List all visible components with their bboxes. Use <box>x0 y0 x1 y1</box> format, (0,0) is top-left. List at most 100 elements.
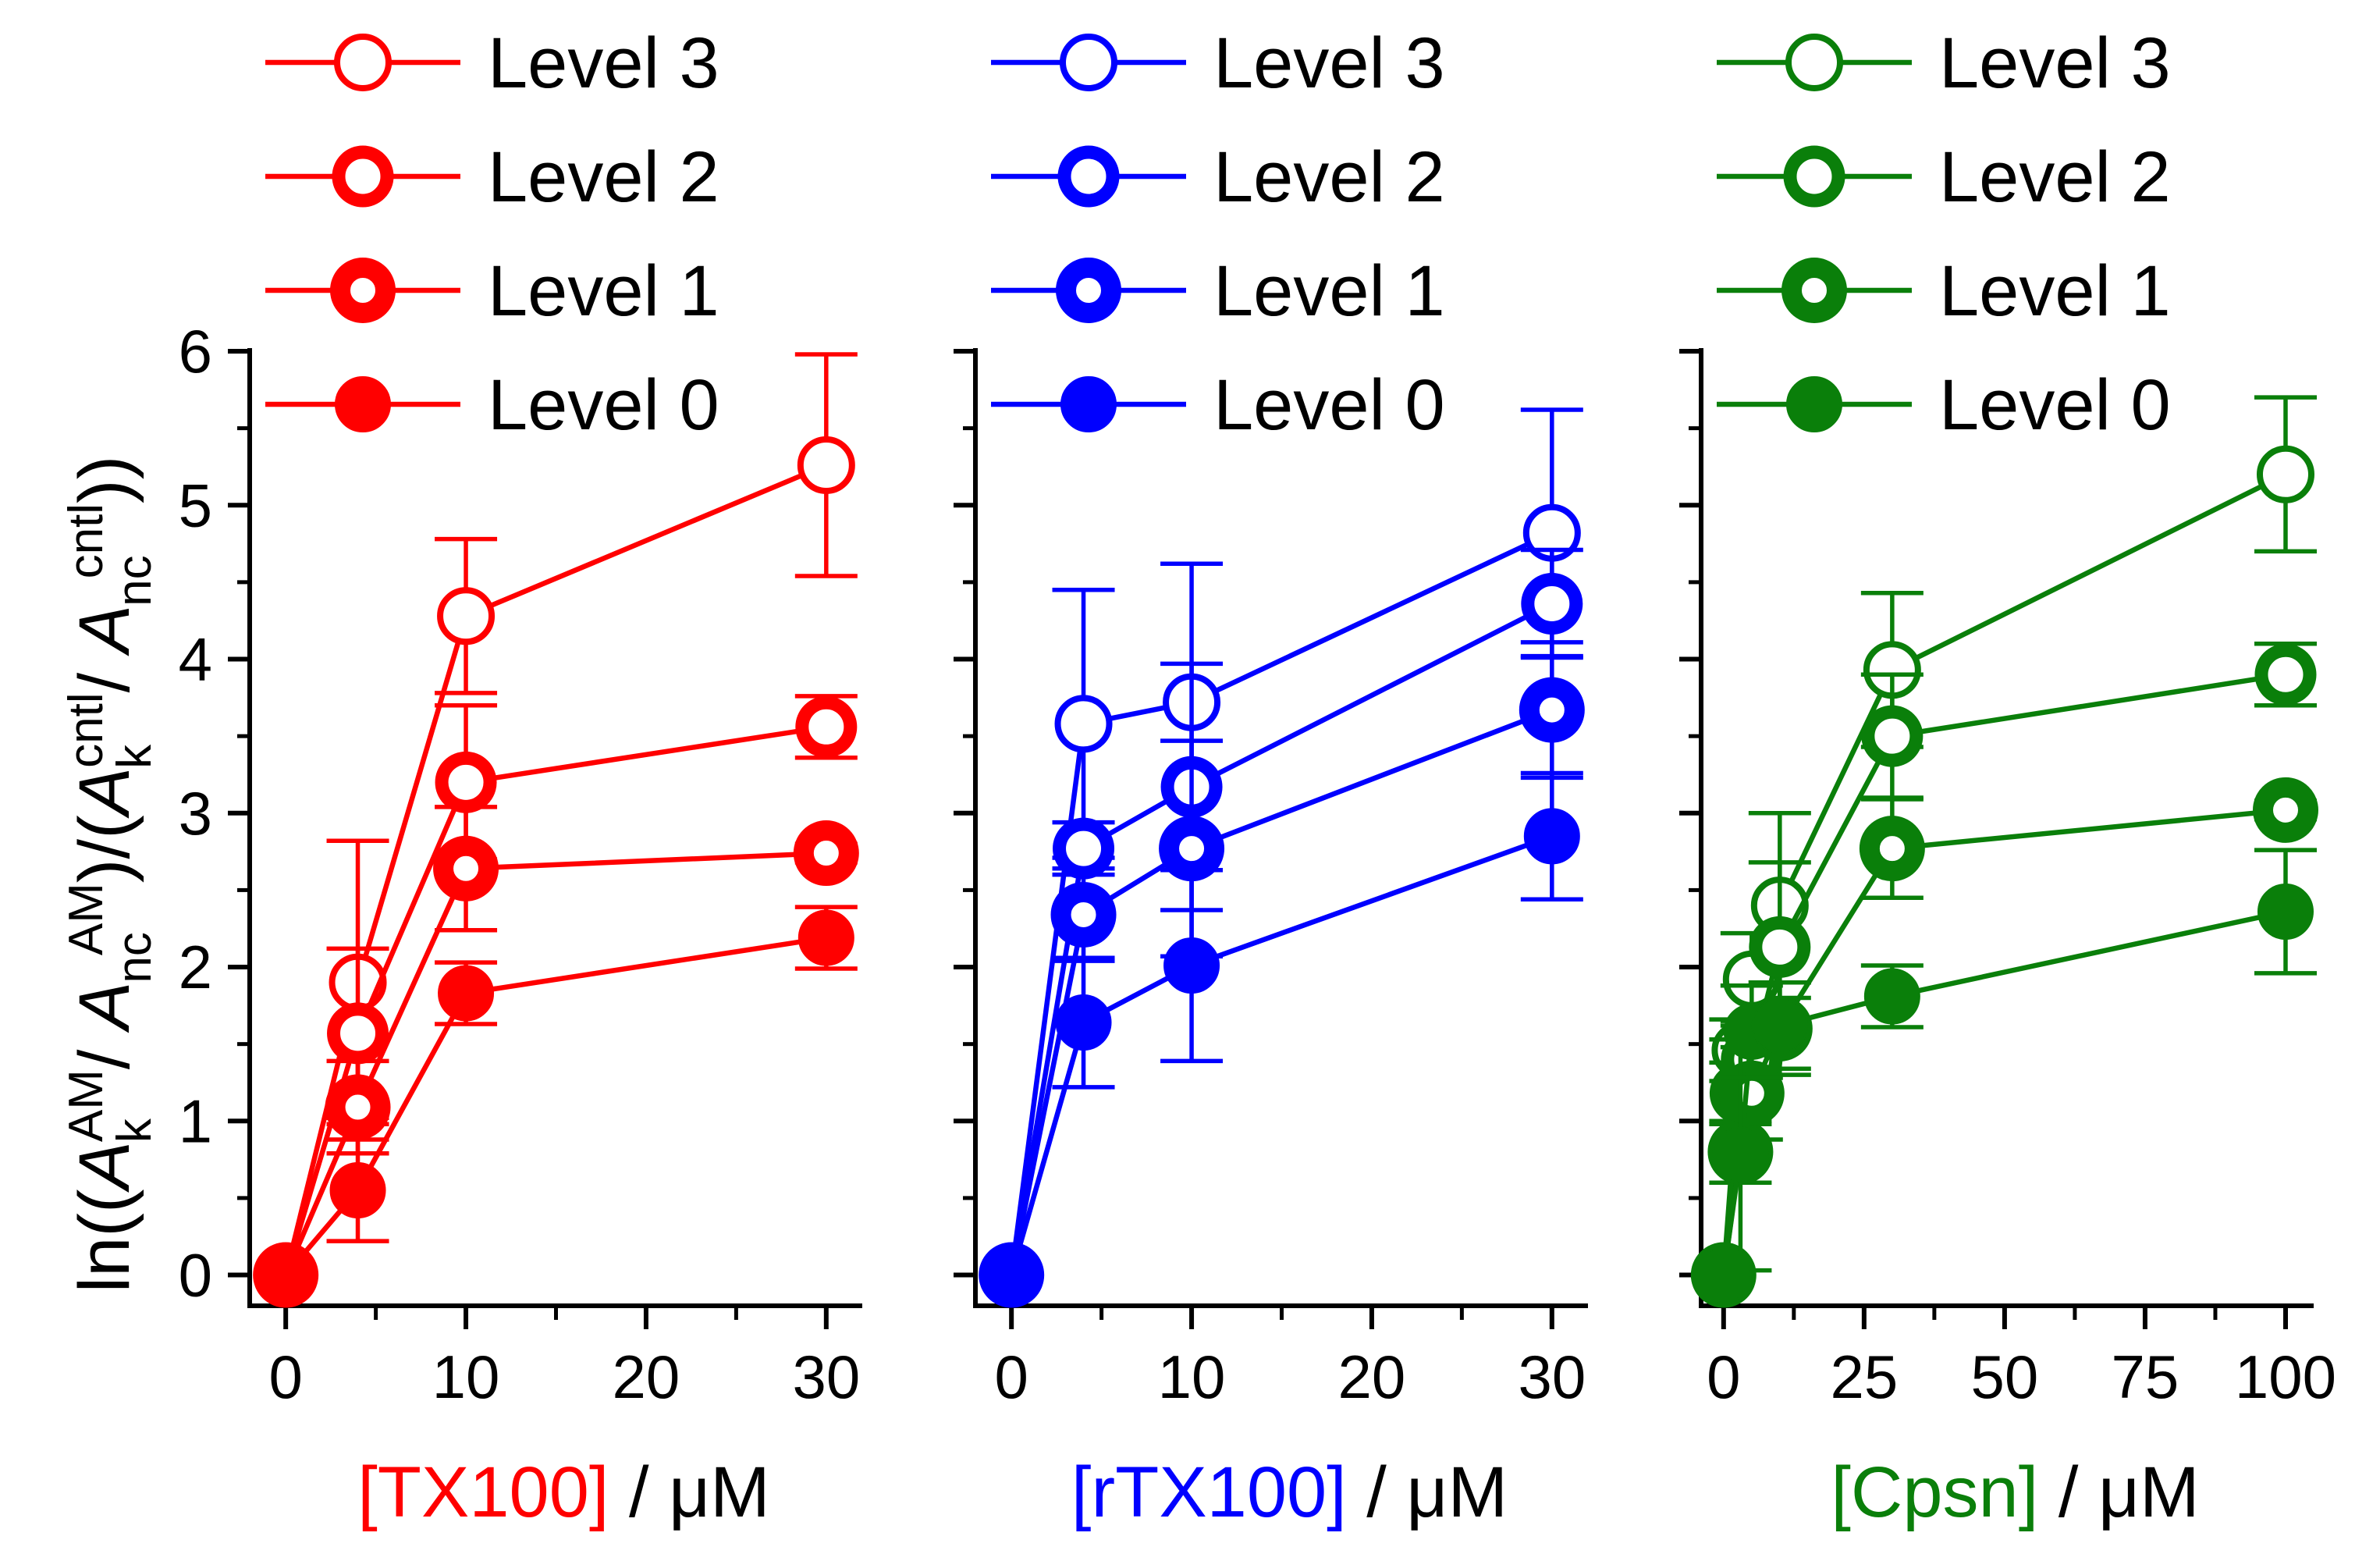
marker-level-0-2 <box>1163 937 1220 994</box>
marker-level-0-3 <box>1523 808 1580 865</box>
series-line <box>1008 530 1554 1275</box>
y-tick-label: 1 <box>179 1086 212 1155</box>
marker-level-3-3 <box>797 436 855 494</box>
series-line <box>283 724 827 1276</box>
marker-level-0-3 <box>1751 997 1808 1054</box>
legend-item-level-0: Level 0 <box>265 365 719 445</box>
y-axis-label-part: )/( <box>65 815 144 883</box>
marker-level-1-legend <box>1781 258 1847 323</box>
legend-item-level-3: Level 3 <box>265 23 719 103</box>
legend-item-level-2: Level 2 <box>1717 137 2171 217</box>
y-axis-label-part: cntl <box>59 692 113 767</box>
x-tick-label: 100 <box>2235 1342 2336 1411</box>
x-axis-label-variable: [rTX100] <box>1071 1453 1347 1532</box>
marker-level-1-3 <box>1519 677 1585 743</box>
marker-level-0-1 <box>1712 1126 1769 1183</box>
marker-level-2-4 <box>1861 705 1924 767</box>
chart-panels: 0 1 2 3 4 5 6 0 10 20 30 [TX100] / μM Level 3 Level 2… <box>179 23 2336 1532</box>
legend-label: Level 2 <box>488 137 719 217</box>
marker-level-0-3 <box>797 909 854 966</box>
marker-level-1-1 <box>1050 881 1117 948</box>
x-axis-label-unit: / μM <box>2038 1453 2199 1532</box>
x-tick-label: 10 <box>1158 1342 1226 1411</box>
marker-level-0-0 <box>1695 1246 1752 1303</box>
marker-level-1-3 <box>793 820 859 887</box>
series-level-0 <box>258 905 858 1303</box>
legend-item-level-3: Level 3 <box>991 23 1445 103</box>
y-axis-label-part: )) <box>65 456 144 503</box>
x-axis-label-variable: [TX100] <box>357 1453 609 1532</box>
y-axis-label-part: A <box>65 767 144 819</box>
series-group <box>1690 395 2318 1308</box>
legend-label: Level 0 <box>488 365 719 445</box>
y-axis-label-part: A <box>65 1141 144 1193</box>
x-tick-label: 0 <box>994 1342 1028 1411</box>
marker-level-0-1 <box>329 1162 386 1219</box>
legend-label: Level 2 <box>1213 137 1445 217</box>
chart-panel-1: 0 1 2 3 4 5 6 0 10 20 30 [TX100] / μM Level 3 Level 2… <box>179 23 862 1532</box>
y-tick-label: 2 <box>179 933 212 1001</box>
marker-level-0-0 <box>258 1246 314 1303</box>
marker-level-1-5 <box>2252 777 2318 843</box>
y-tick-label: 6 <box>179 317 212 386</box>
series-group <box>979 407 1585 1308</box>
y-axis-label-part: k <box>108 744 162 769</box>
legend-item-level-1: Level 1 <box>265 251 719 331</box>
marker-level-2-legend <box>332 145 394 208</box>
marker-level-2-1 <box>1053 817 1115 880</box>
series-line <box>1008 601 1554 1276</box>
marker-level-3-2 <box>437 587 496 645</box>
legend-item-level-2: Level 2 <box>265 137 719 217</box>
legend-item-level-1: Level 1 <box>1717 251 2171 331</box>
marker-level-1-2 <box>433 835 499 901</box>
y-axis-label-part: A <box>65 982 144 1033</box>
marker-level-1-4 <box>1859 816 1925 882</box>
series-line <box>283 850 826 1276</box>
y-axis-label-part: / <box>65 1029 144 1069</box>
marker-level-2-legend <box>1783 145 1845 208</box>
y-axis-label: ln((AkAM/ AncAM)/(Akcntl/ Anccntl)) <box>59 456 162 1293</box>
y-axis-label-part: AM <box>59 883 113 955</box>
marker-level-0-5 <box>2257 884 2314 941</box>
y-axis-label-part: k <box>108 1118 162 1143</box>
series-line <box>1008 707 1553 1276</box>
legend: Level 3 Level 2 Level 1 Level 0 <box>265 23 719 445</box>
x-tick-label: 10 <box>432 1342 500 1411</box>
legend: Level 3 Level 2 Level 1 Level 0 <box>1717 23 2171 445</box>
x-tick-label: 20 <box>613 1342 680 1411</box>
marker-level-3-legend <box>334 34 392 91</box>
marker-level-2-2 <box>435 751 497 813</box>
legend-label: Level 2 <box>1939 137 2171 217</box>
series-level-0 <box>983 770 1583 1303</box>
legend-label: Level 3 <box>1939 23 2171 103</box>
series-line <box>1009 834 1553 1276</box>
series-line <box>283 935 827 1277</box>
x-axis-label-variable: [Cpsn] <box>1831 1453 2038 1532</box>
marker-level-1-1 <box>325 1074 391 1140</box>
marker-level-3-1 <box>1054 695 1113 753</box>
legend-label: Level 0 <box>1213 365 1445 445</box>
y-axis-label-text: ln((AkAM/ AncAM)/(Akcntl/ Anccntl)) <box>59 456 162 1293</box>
y-axis-label-part: ln(( <box>65 1189 144 1293</box>
x-axis-label: [Cpsn] / μM <box>1831 1453 2199 1532</box>
marker-level-0-1 <box>1055 994 1112 1051</box>
legend-item-level-0: Level 0 <box>1717 365 2171 445</box>
marker-level-0-legend <box>1060 376 1117 432</box>
series-group <box>253 352 859 1308</box>
legend-item-level-1: Level 1 <box>991 251 1445 331</box>
x-tick-label: 30 <box>1518 1342 1586 1411</box>
marker-level-0-legend <box>1786 376 1842 432</box>
marker-level-1-legend <box>1056 258 1121 323</box>
x-tick-label: 20 <box>1338 1342 1406 1411</box>
marker-level-2-3 <box>795 695 858 758</box>
x-tick-label: 0 <box>1707 1342 1740 1411</box>
x-axis-label-unit: / μM <box>609 1453 769 1532</box>
legend-item-level-0: Level 0 <box>991 365 1445 445</box>
legend-label: Level 1 <box>1213 251 1445 331</box>
x-tick-label: 30 <box>792 1342 860 1411</box>
series-level-0 <box>1695 848 2317 1303</box>
marker-level-2-3 <box>1749 916 1811 978</box>
